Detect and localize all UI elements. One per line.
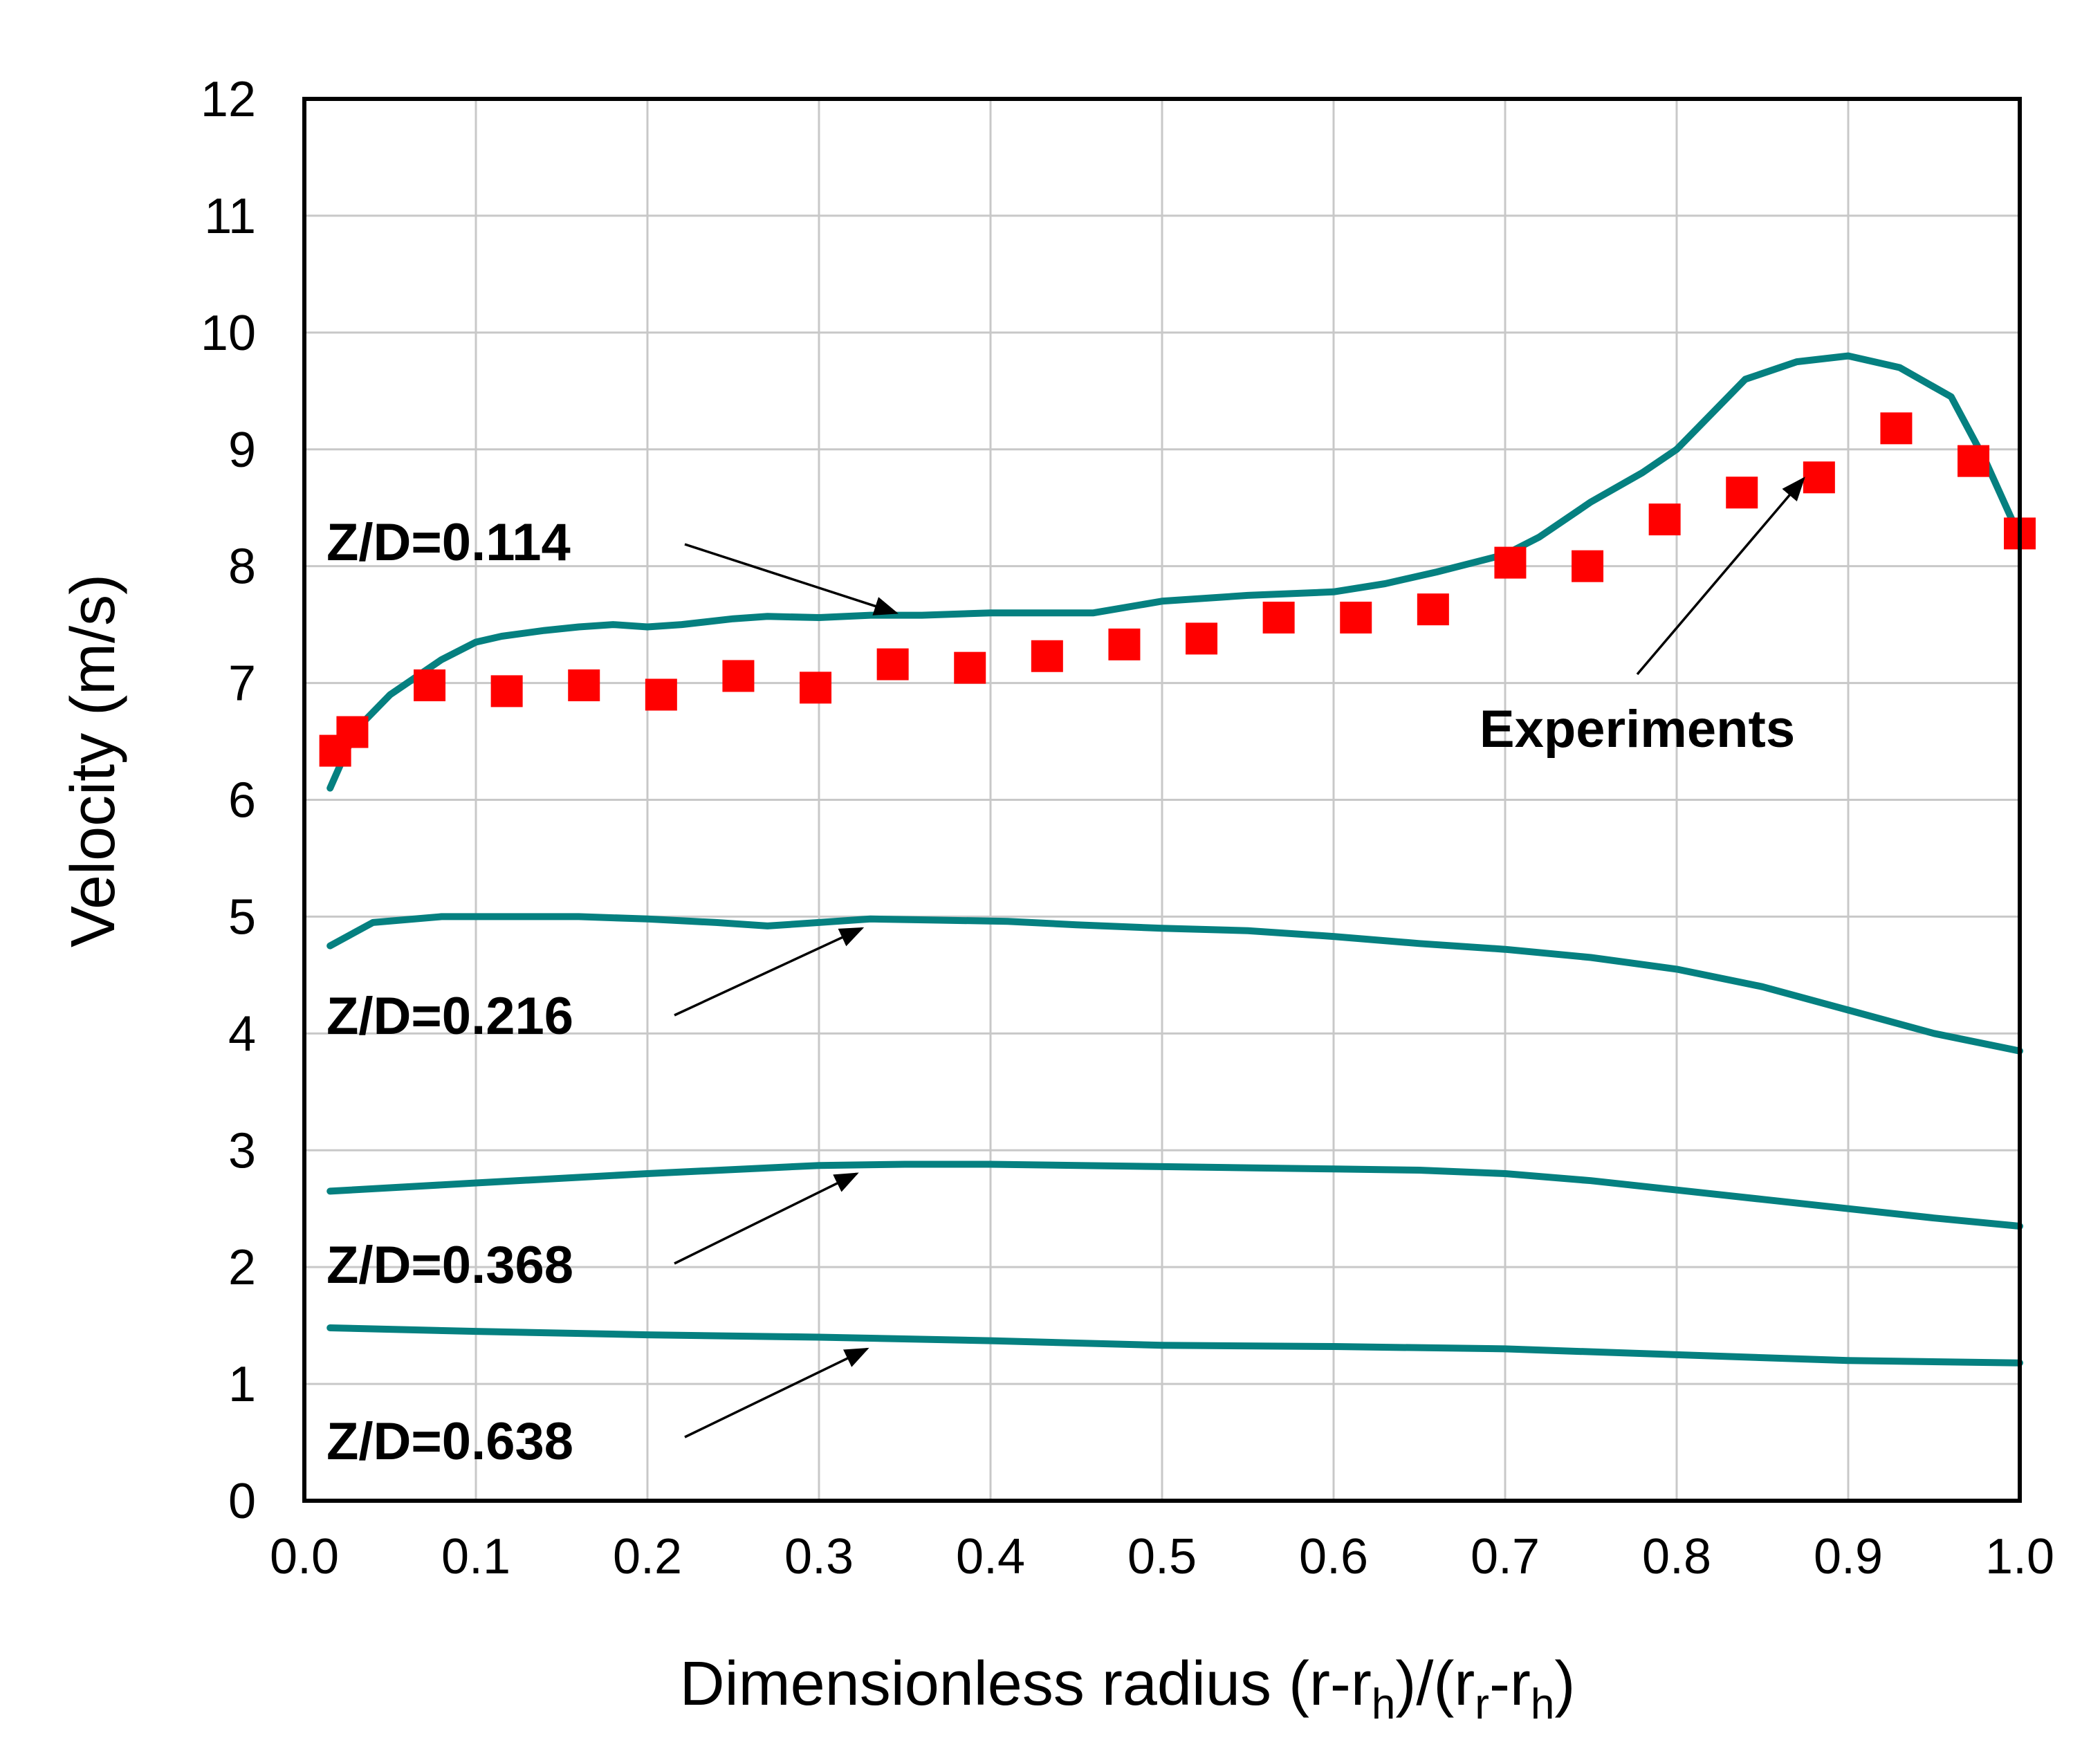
experiment-point	[490, 675, 523, 707]
experiment-point	[722, 660, 755, 692]
annotation-arrow	[684, 543, 899, 616]
x-tick-label: 0.9	[1814, 1529, 1883, 1584]
annotation-arrow	[674, 1172, 859, 1265]
experiment-point	[954, 651, 986, 684]
experiment-point	[645, 678, 677, 711]
series-line-z-d-0-368	[326, 1160, 2023, 1230]
annotation-arrow	[674, 927, 865, 1017]
experiment-point	[1340, 601, 1372, 633]
y-tick-label: 5	[228, 889, 256, 945]
y-tick-label: 0	[228, 1474, 256, 1529]
y-axis-label: Velocity (m/s)	[59, 574, 128, 947]
experiment-point	[1031, 640, 1063, 672]
experiment-point	[1648, 503, 1681, 536]
experiment-point	[1726, 476, 1758, 509]
x-tick-label: 0.8	[1642, 1529, 1711, 1584]
x-tick-labels: 0.0 0.1 0.2 0.3 0.4 0.5 0.6 0.7 0.8 0.9 1.0	[270, 1529, 2054, 1584]
x-label-sub1: h	[1372, 1681, 1395, 1728]
experiment-point	[1494, 546, 1527, 579]
plot-frame	[302, 97, 2022, 1503]
annotation-label: Z/D=0.216	[326, 987, 573, 1046]
y-tick-label: 4	[228, 1006, 256, 1062]
y-tick-label: 12	[201, 72, 256, 127]
annotation-label: Z/D=0.638	[326, 1412, 573, 1471]
y-tick-label: 3	[228, 1123, 256, 1178]
experiment-point	[876, 648, 909, 681]
annotation-label: Z/D=0.368	[326, 1236, 573, 1295]
y-tick-label: 1	[228, 1357, 256, 1412]
experiment-point	[1186, 622, 1218, 655]
y-tick-label: 9	[228, 423, 256, 478]
x-tick-label: 0.0	[270, 1529, 339, 1584]
x-label-mid: )/(r	[1395, 1649, 1475, 1719]
experiment-point	[1958, 445, 1990, 477]
experiment-point	[1880, 412, 1913, 445]
y-tick-label: 6	[228, 773, 256, 829]
annotation-label: Z/D=0.114	[326, 513, 571, 572]
y-tick-label: 11	[204, 189, 256, 244]
x-label-sub3: h	[1531, 1681, 1554, 1728]
series-line-z-d-0-638	[326, 1324, 2023, 1367]
x-tick-label: 0.5	[1127, 1529, 1197, 1584]
annotation-label: Experiments	[1480, 700, 1795, 759]
y-tick-label: 10	[201, 306, 256, 361]
experiment-point	[1572, 550, 1604, 582]
x-label-end: )	[1554, 1649, 1575, 1719]
experiment-point	[568, 669, 600, 701]
annotation-arrow	[1636, 476, 1805, 676]
x-label-sub2: r	[1475, 1681, 1489, 1728]
experiment-point	[800, 672, 832, 704]
x-tick-label: 0.3	[784, 1529, 854, 1584]
experiment-point	[1108, 628, 1141, 660]
x-label-mid2: -r	[1489, 1649, 1531, 1719]
experiment-point	[1262, 601, 1295, 633]
series-line-z-d-0-216	[326, 913, 2023, 1055]
annotation-arrow	[684, 1347, 869, 1438]
y-tick-label: 8	[228, 539, 256, 595]
y-tick-label: 2	[228, 1240, 256, 1295]
experiment-point	[414, 669, 446, 701]
y-tick-label: 7	[228, 656, 256, 712]
x-axis-label: Dimensionless radius (r-rh)/(rr-rh)	[680, 1649, 1576, 1728]
x-tick-label: 1.0	[1985, 1529, 2054, 1584]
x-label-main: Dimensionless radius (r-r	[680, 1649, 1372, 1719]
marker-layer	[319, 412, 2036, 767]
annotation-layer: Z/D=0.114 Z/D=0.216 Z/D=0.368 Z/D=0.638 Expe…	[326, 476, 1805, 1471]
experiment-point	[336, 716, 369, 748]
series-layer	[326, 352, 2023, 1367]
experiment-point	[1803, 461, 1835, 494]
x-tick-label: 0.6	[1299, 1529, 1368, 1584]
x-tick-label: 0.4	[956, 1529, 1025, 1584]
x-tick-label: 0.2	[613, 1529, 682, 1584]
x-tick-label: 0.7	[1471, 1529, 1540, 1584]
experiment-point	[1417, 593, 1449, 626]
x-tick-label: 0.1	[441, 1529, 510, 1584]
series-line-z-d-0-114	[326, 352, 2023, 792]
